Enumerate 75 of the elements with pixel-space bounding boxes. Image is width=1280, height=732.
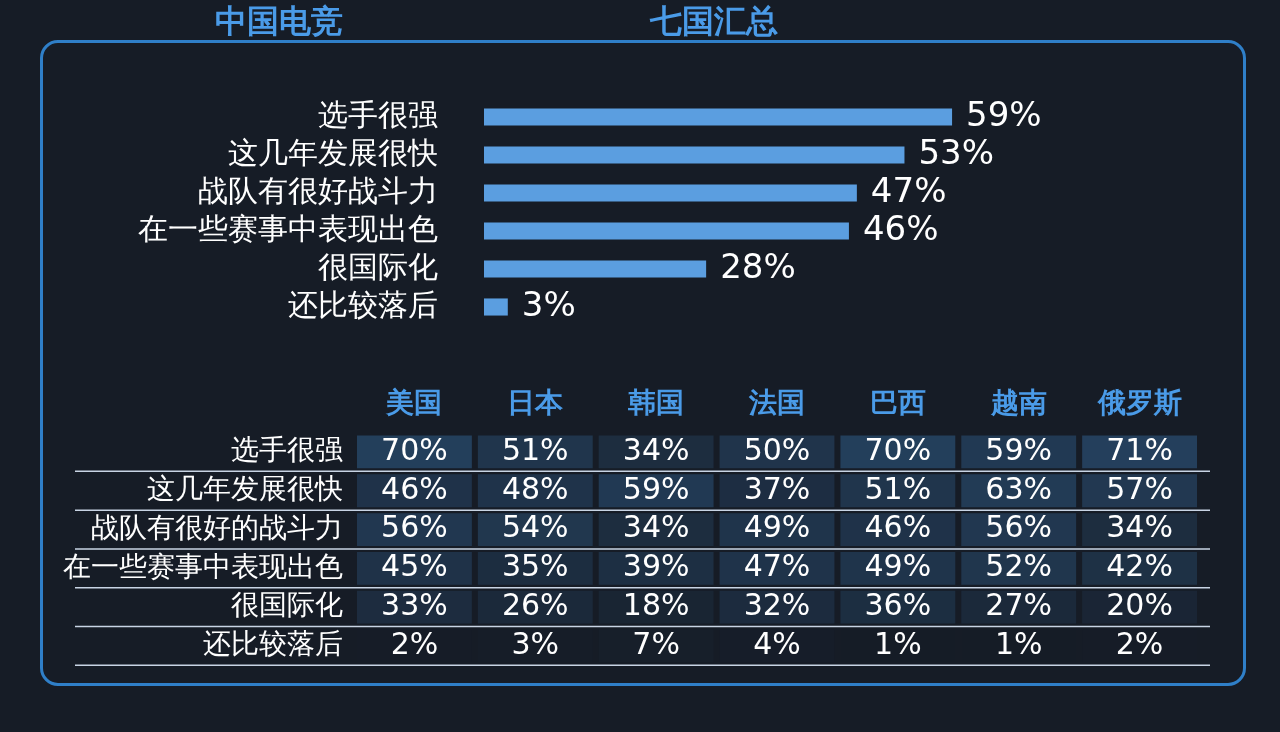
data-label: 1%: [874, 625, 922, 661]
data-label: 39%: [622, 548, 690, 584]
data-label: 46%: [862, 207, 939, 248]
data-label: 1%: [994, 625, 1043, 661]
data-label: 7%: [632, 625, 680, 661]
y-tick-label: 在一些赛事中表现出色: [63, 549, 343, 583]
y-tick-label: 这几年发展很快: [147, 472, 343, 506]
data-label: 27%: [985, 586, 1053, 622]
data-label: 18%: [622, 586, 690, 622]
data-label: 35%: [501, 548, 569, 584]
y-tick-label: 战队有很好的战斗力: [91, 510, 343, 544]
y-tick-label: 选手很强: [318, 96, 438, 132]
data-label: 70%: [381, 431, 448, 467]
x-tick-label: 美国: [385, 386, 443, 420]
y-tick-label: 选手很强: [231, 433, 343, 467]
data-label: 3%: [521, 283, 576, 324]
data-label: 50%: [743, 431, 811, 467]
y-tick-label: 很国际化: [231, 588, 343, 622]
data-label: 34%: [1106, 509, 1173, 545]
data-label: 33%: [381, 586, 448, 622]
x-tick-label: 俄罗斯: [1096, 386, 1182, 420]
data-label: 2%: [1115, 625, 1164, 661]
data-label: 54%: [501, 509, 569, 545]
data-label: 42%: [1106, 548, 1173, 584]
chart-subtitle: 七国汇总: [650, 1, 778, 42]
bar: [484, 184, 857, 202]
data-label: 71%: [1106, 431, 1173, 467]
data-label: 37%: [743, 470, 811, 506]
y-tick-label: 这几年发展很快: [228, 134, 438, 170]
y-tick-label: 很国际化: [318, 248, 438, 284]
bar: [484, 260, 707, 278]
data-label: 26%: [501, 586, 569, 622]
data-label: 49%: [743, 509, 811, 545]
data-label: 59%: [985, 431, 1053, 467]
data-label: 46%: [864, 509, 932, 545]
x-tick-label: 韩国: [627, 386, 685, 420]
y-tick-label: 还比较落后: [288, 286, 438, 322]
data-label: 34%: [622, 431, 690, 467]
data-label: 59%: [622, 470, 690, 506]
data-label: 49%: [864, 548, 932, 584]
bar: [484, 146, 905, 164]
data-label: 52%: [985, 548, 1053, 584]
x-tick-label: 巴西: [869, 386, 926, 420]
data-label: 36%: [864, 586, 932, 622]
data-label: 56%: [381, 509, 448, 545]
x-tick-label: 越南: [989, 386, 1047, 420]
y-tick-label: 战队有很好战斗力: [198, 172, 438, 208]
data-label: 70%: [864, 431, 932, 467]
data-label: 51%: [864, 470, 932, 506]
data-label: 53%: [918, 131, 995, 172]
data-label: 57%: [1106, 470, 1173, 506]
data-label: 2%: [390, 625, 439, 661]
data-label: 32%: [743, 586, 811, 622]
y-tick-label: 在一些赛事中表现出色: [138, 210, 438, 246]
x-tick-label: 日本: [507, 386, 565, 420]
bar: [484, 222, 849, 240]
data-label: 59%: [966, 93, 1042, 134]
data-label: 47%: [743, 548, 811, 584]
data-label: 45%: [381, 548, 448, 584]
data-label: 48%: [501, 470, 569, 506]
bar: [484, 108, 953, 126]
data-label: 20%: [1106, 586, 1173, 622]
data-label: 51%: [501, 431, 569, 467]
bar: [484, 298, 508, 316]
data-label: 47%: [870, 169, 947, 210]
data-label: 34%: [622, 509, 690, 545]
data-label: 4%: [753, 625, 801, 661]
data-label: 63%: [985, 470, 1053, 506]
x-tick-label: 法国: [748, 386, 805, 420]
data-label: 56%: [985, 509, 1053, 545]
data-label: 28%: [720, 245, 796, 286]
chart-title: 中国电竞: [215, 1, 343, 42]
data-label: 3%: [511, 625, 560, 661]
data-label: 46%: [381, 470, 448, 506]
y-tick-label: 还比较落后: [203, 627, 343, 661]
